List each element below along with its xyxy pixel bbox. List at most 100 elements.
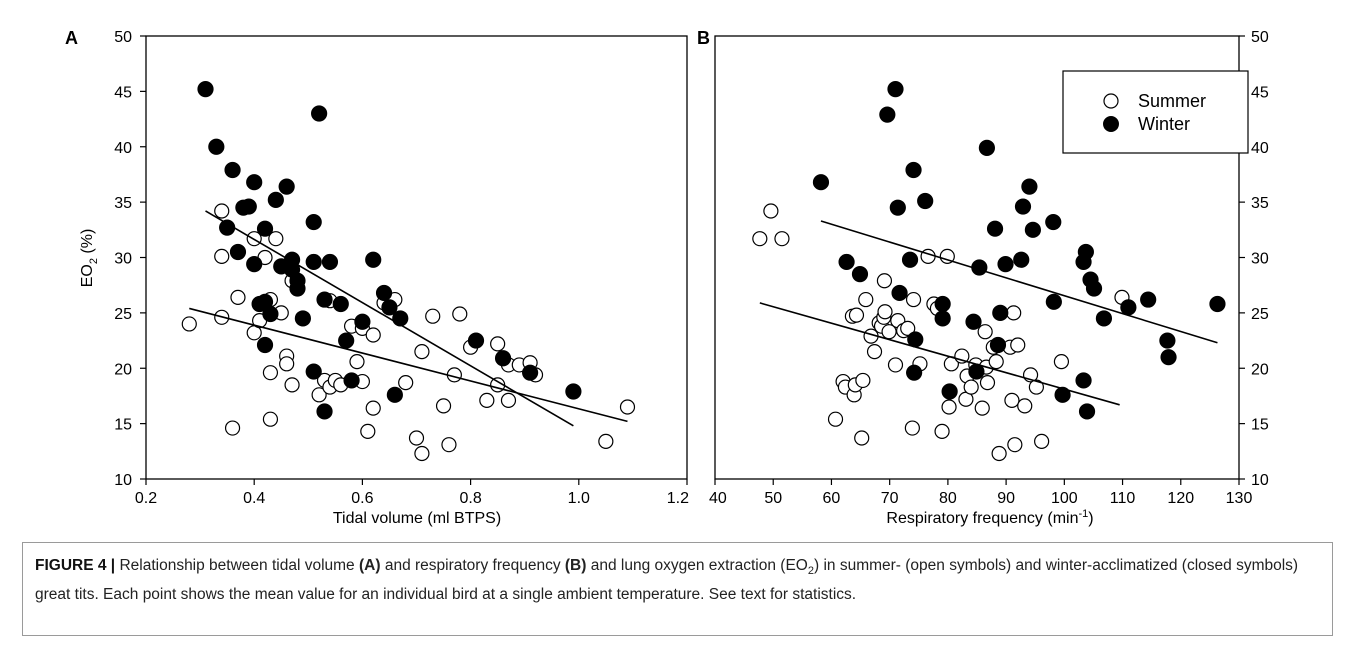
legend: Summer Winter <box>1062 70 1249 154</box>
panel-a-winter-point <box>392 310 409 327</box>
panel-b-summer-point <box>991 445 1007 462</box>
caption-text-3: and lung oxygen extraction (EO <box>586 557 808 574</box>
panel-a-winter-point <box>565 383 582 400</box>
panel-b-summer-point <box>941 399 957 415</box>
panel-a-ytick-label: 40 <box>114 140 132 157</box>
panel-a-winter-point <box>365 251 382 268</box>
panel-b-ytick-label: 45 <box>1251 84 1269 101</box>
panel-a-winter-point <box>354 313 371 330</box>
panel-b-winter-point <box>934 295 951 313</box>
panel-a-ytick-label: 15 <box>114 417 132 434</box>
panel-b-winter-point <box>1024 221 1041 238</box>
panel-b-summer-point <box>904 420 920 436</box>
panel-a-summer-point <box>500 392 517 408</box>
panel-b-winter-point <box>965 313 982 330</box>
panel-b-summer-point <box>939 248 955 264</box>
panel-b-winter-point <box>1120 299 1137 316</box>
panel-a-winter-point <box>338 332 355 349</box>
panel-b-winter-point <box>1077 243 1094 261</box>
panel-a-xtick-label: 0.2 <box>135 490 157 507</box>
panel-b-winter-point <box>992 304 1009 321</box>
panel-b-summer-point <box>1010 337 1026 353</box>
panel-b-winter-point <box>1209 295 1226 313</box>
panel-a-winter-point <box>386 386 403 403</box>
panel-b-xtick-label: 60 <box>823 490 841 507</box>
caption-figure-label: FIGURE 4 | <box>35 557 116 574</box>
panel-a-winter-point <box>224 161 241 179</box>
panel-a-letter: A <box>65 28 78 48</box>
panel-b-ytick-label: 50 <box>1251 29 1269 46</box>
panel-a-xtick-label: 1.0 <box>568 490 590 507</box>
panel-b-winter-point <box>997 256 1014 273</box>
panel-a-ytick-label: 35 <box>114 195 132 212</box>
panel-b-summer-point <box>905 291 922 308</box>
panel-b-winter-point <box>941 383 958 400</box>
panel-b-xtick-label: 120 <box>1167 490 1194 507</box>
panel-a-winter-point <box>289 280 306 297</box>
panel-b-winter-point <box>1159 332 1176 349</box>
panel-b-winter-point <box>978 139 995 156</box>
panel-b-summer-point <box>774 231 790 247</box>
panel-a-summer-point <box>268 231 284 247</box>
panel-a-winter-point <box>316 291 333 308</box>
panel-a-ytick-label: 50 <box>114 29 132 46</box>
panel-b-xlabel-end: ) <box>1088 510 1093 527</box>
panel-a-xlabel: Tidal volume (ml BTPS) <box>333 510 501 527</box>
panel-b-summer-point <box>1007 437 1023 453</box>
panel-a-summer-point <box>365 400 381 416</box>
panel-b-ytick-label: 40 <box>1251 140 1269 157</box>
panel-b-xtick-label: 90 <box>997 490 1015 507</box>
panel-a-winter-point <box>343 372 360 389</box>
legend-winter-marker <box>1103 116 1119 132</box>
panel-a-xtick-label: 0.4 <box>243 490 265 507</box>
panel-b-winter-point <box>812 174 830 191</box>
panel-b-summer-point <box>1053 354 1070 370</box>
caption-text-2: and respiratory frequency <box>380 557 565 574</box>
panel-b-summer-point <box>887 357 904 373</box>
panel-a-summer-point <box>414 344 430 360</box>
panel-b-winter-point <box>879 106 896 123</box>
panel-a-winter-point <box>305 363 322 380</box>
legend-summer-marker <box>1103 93 1119 109</box>
panel-b-winter-point <box>1045 213 1062 231</box>
figure-chart: 0.2 0.4 0.6 0.8 1.0 1.2 10 15 20 25 30 35 40 45 50 40 50… <box>65 28 1269 527</box>
panel-a-summer-point <box>349 354 365 370</box>
panel-a-winter-point <box>316 403 333 420</box>
panel-a-winter-point <box>294 310 311 327</box>
panel-a-winter-point <box>246 174 263 191</box>
panel-b-xtick-label: 130 <box>1226 490 1253 507</box>
panel-a-winter-fit-line <box>205 210 574 427</box>
caption-text-4: ) in summer- (open symbols) and winter-a… <box>35 557 1299 604</box>
panel-b-winter-point <box>906 364 923 381</box>
figure-caption: FIGURE 4 | Relationship between tidal vo… <box>22 542 1333 636</box>
panel-b-summer-point <box>920 248 936 264</box>
panel-b-winter-point <box>986 220 1004 237</box>
panel-a-ytick-label: 20 <box>114 361 132 378</box>
panel-a-winter-point <box>494 350 512 367</box>
panel-a-winter-point <box>332 295 349 313</box>
panel-b-xtick-label: 40 <box>709 490 727 507</box>
panel-b-summer-point <box>866 344 883 360</box>
panel-b-winter-point <box>1140 291 1157 308</box>
panel-a-ytick-label: 30 <box>114 251 132 268</box>
panel-b-summer-point <box>1004 392 1020 408</box>
panel-a-summer-point <box>224 420 241 436</box>
panel-a-summer-point <box>230 289 246 305</box>
panel-a-winter-point <box>375 284 393 302</box>
panel-b-ytick-label: 20 <box>1251 361 1269 378</box>
panel-b-winter-point <box>901 251 919 268</box>
panel-b-summer-fit-line <box>759 302 1120 406</box>
panel-a-summer-point <box>408 430 425 446</box>
panel-b-winter-point <box>905 161 922 179</box>
panel-a-summer-point <box>181 316 197 332</box>
panel-a-winter-point <box>229 243 247 261</box>
panel-a-summer-point <box>398 375 414 391</box>
panel-b-letter: B <box>697 28 710 48</box>
caption-subscript: 2 <box>807 565 814 578</box>
panel-a-winter-point <box>305 253 322 271</box>
legend-box <box>1062 70 1249 154</box>
panel-b-summer-point <box>1006 305 1022 321</box>
panel-a-xtick-label: 0.8 <box>459 490 481 507</box>
panel-b-winter-point <box>1078 403 1096 420</box>
panel-b-ytick-label: 10 <box>1251 472 1269 489</box>
